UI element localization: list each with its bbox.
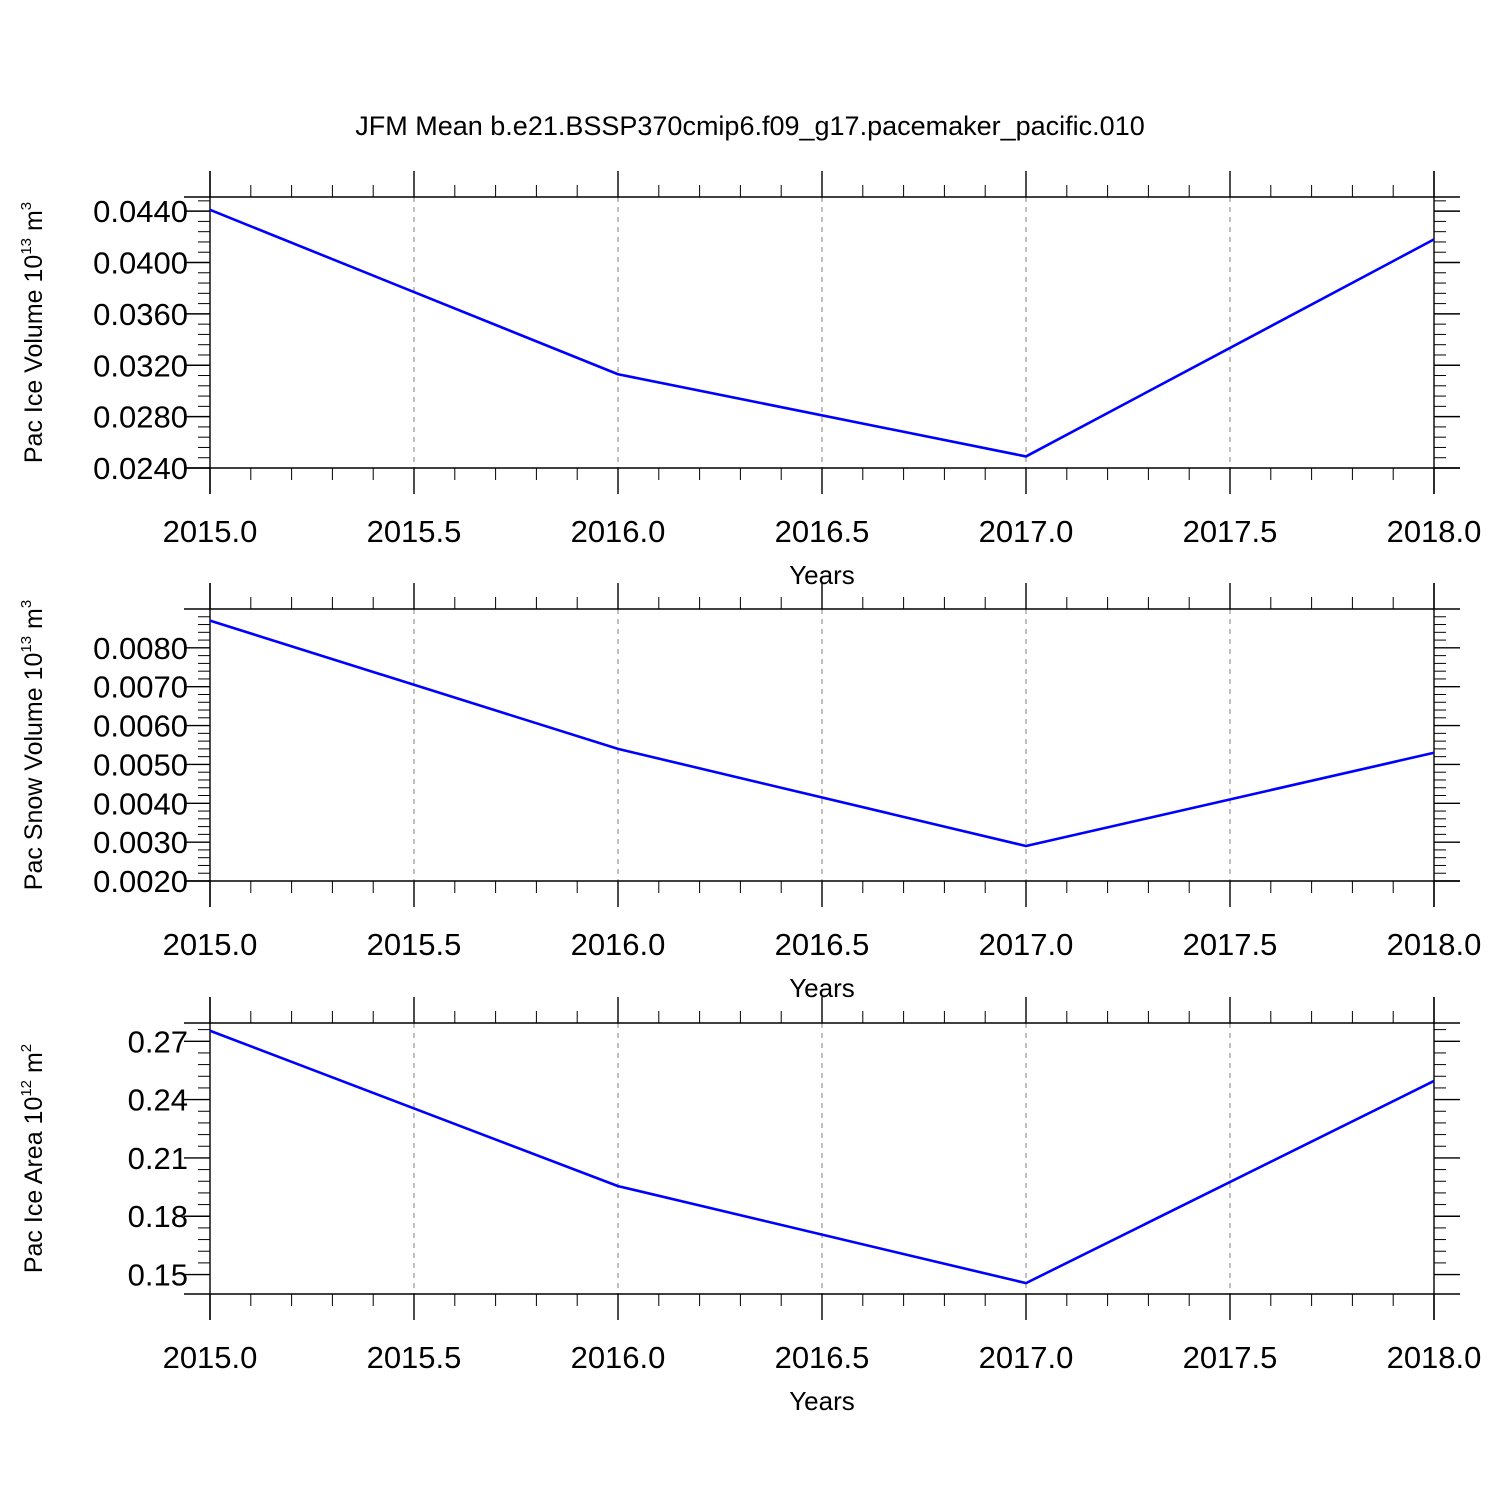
x-tick-label: 2016.0 (571, 514, 666, 549)
x-tick-label: 2016.5 (775, 927, 870, 962)
x-tick-label: 2015.0 (163, 514, 258, 549)
x-tick-label: 2016.0 (571, 1340, 666, 1375)
x-tick-label: 2015.5 (367, 927, 462, 962)
x-tick-label: 2017.0 (979, 927, 1074, 962)
data-series-line (209, 619, 1435, 848)
y-axis-label: Pac Snow Volume 1013 m3 (18, 600, 48, 890)
x-tick-label: 2016.5 (775, 1340, 870, 1375)
y-tick-label: 0.0400 (93, 246, 188, 281)
y-tick-label: 0.0060 (93, 709, 188, 744)
chart-panel-3: 2015.0 2015.5 2016.0 2016.5 2017.0 2017.5 2018… (18, 997, 1481, 1416)
y-tick-label: 0.0440 (93, 194, 188, 229)
y-axis-label: Pac Ice Area 1012 m2 (18, 1044, 48, 1273)
data-series-line (209, 1029, 1435, 1285)
y-tick-label: 0.0040 (93, 786, 188, 821)
x-tick-label: 2015.0 (163, 927, 258, 962)
x-tick-label: 2015.5 (367, 1340, 462, 1375)
y-axis-label: Pac Ice Volume 1013 m3 (18, 202, 48, 463)
x-tick-label: 2017.0 (979, 1340, 1074, 1375)
y-tick-label: 0.27 (128, 1024, 188, 1059)
y-tick-label: 0.18 (128, 1199, 188, 1234)
y-tick-label: 0.0070 (93, 670, 188, 705)
y-tick-label: 0.0280 (93, 400, 188, 435)
y-tick-label: 0.0050 (93, 747, 188, 782)
x-axis-label: Years (789, 1386, 855, 1416)
y-tick-label: 0.0320 (93, 348, 188, 383)
x-tick-label: 2018.0 (1387, 1340, 1482, 1375)
y-tick-label: 0.21 (128, 1141, 188, 1176)
y-tick-label: 0.0360 (93, 297, 188, 332)
x-tick-label: 2017.0 (979, 514, 1074, 549)
x-tick-label: 2018.0 (1387, 514, 1482, 549)
y-tick-label: 0.0240 (93, 451, 188, 486)
x-tick-label: 2016.5 (775, 514, 870, 549)
chart-panel-2: 2015.0 2015.5 2016.0 2016.5 2017.0 2017.5 2018… (18, 583, 1481, 1003)
y-tick-label: 0.0030 (93, 825, 188, 860)
data-series-line (209, 208, 1435, 458)
chart-panel-1: 2015.0 2015.5 2016.0 2016.5 2017.0 2017.5 2018… (18, 171, 1481, 590)
x-tick-label: 2017.5 (1183, 514, 1278, 549)
x-tick-label: 2017.5 (1183, 927, 1278, 962)
figure-title: JFM Mean b.e21.BSSP370cmip6.f09_g17.pace… (355, 111, 1144, 141)
x-tick-label: 2017.5 (1183, 1340, 1278, 1375)
y-tick-label: 0.0080 (93, 631, 188, 666)
panels-container: 2015.0 2015.5 2016.0 2016.5 2017.0 2017.5 2018… (18, 171, 1481, 1416)
y-tick-label: 0.15 (128, 1258, 188, 1293)
x-tick-label: 2015.5 (367, 514, 462, 549)
x-tick-label: 2018.0 (1387, 927, 1482, 962)
y-tick-label: 0.0020 (93, 864, 188, 899)
x-tick-label: 2016.0 (571, 927, 666, 962)
y-tick-label: 0.24 (128, 1083, 188, 1118)
x-tick-label: 2015.0 (163, 1340, 258, 1375)
